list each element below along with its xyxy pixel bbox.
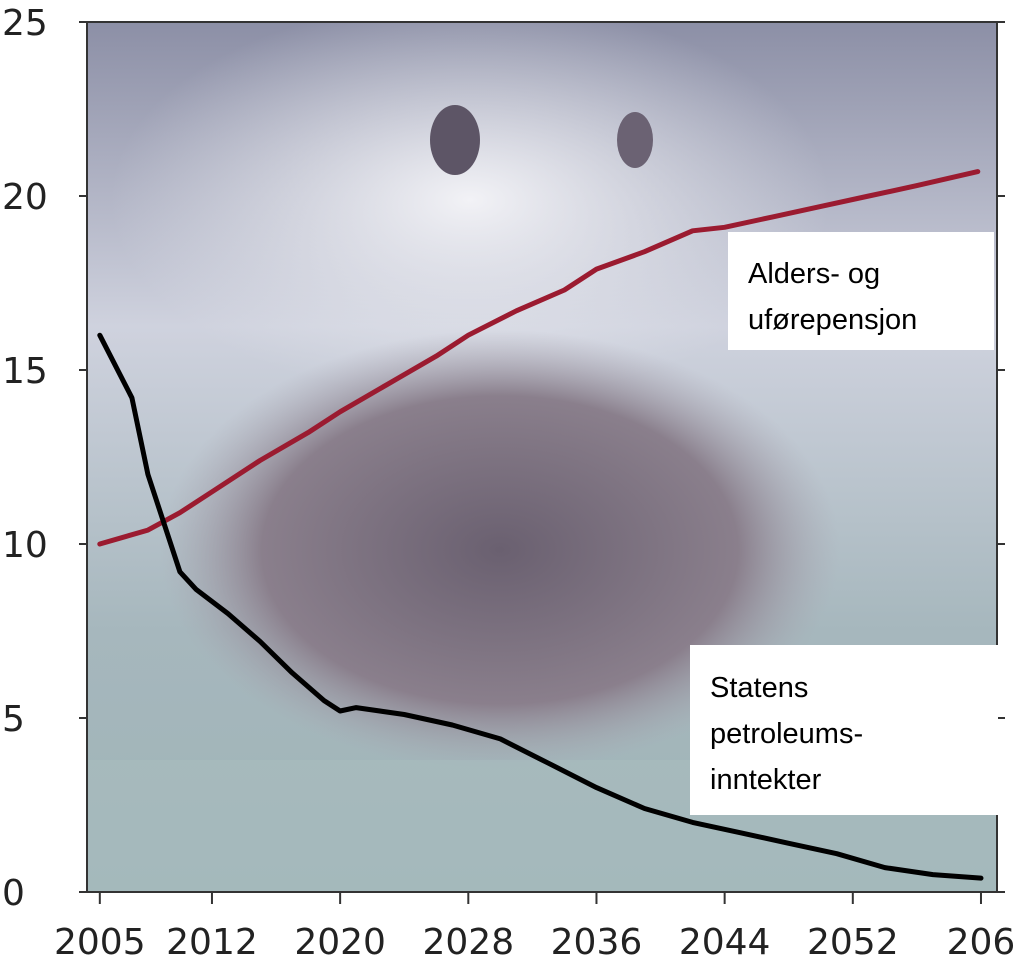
y-tick-label: 5 [2, 699, 25, 740]
annotation-box [690, 645, 998, 815]
series-line [97, 169, 981, 547]
y-tick-label: 10 [2, 525, 48, 566]
x-tick-label: 206 [947, 922, 1013, 963]
x-tick-label: 2012 [166, 922, 258, 963]
x-tick-label: 2036 [551, 922, 643, 963]
marks [97, 169, 984, 881]
annotation-text: Alders- og [748, 258, 880, 290]
plot-frame [86, 21, 998, 893]
background-photo [87, 22, 997, 892]
annotation-text: inntekter [710, 764, 822, 796]
x-tick-label: 2020 [294, 922, 386, 963]
x-tick-label: 2005 [54, 922, 146, 963]
y-tick-label: 15 [2, 351, 48, 392]
series-line [97, 332, 984, 881]
y-tick-label: 20 [2, 177, 48, 218]
x-tick-label: 2052 [807, 922, 899, 963]
annotation-text: petroleums- [710, 718, 863, 750]
y-tick-label: 25 [2, 3, 48, 44]
axes: 0 5 10 15 20 25 2005 2012 2020 2028 2036 2044 2052 20… [2, 3, 1013, 963]
annotation-box [728, 232, 994, 350]
annotation-text: Statens [710, 672, 808, 704]
annotations: Alders- og uførepensjon Statens petroleu… [690, 232, 998, 815]
annotation-text: uførepensjon [748, 304, 917, 336]
x-tick-label: 2044 [679, 922, 771, 963]
x-tick-label: 2028 [422, 922, 514, 963]
y-tick-label: 0 [2, 873, 25, 914]
